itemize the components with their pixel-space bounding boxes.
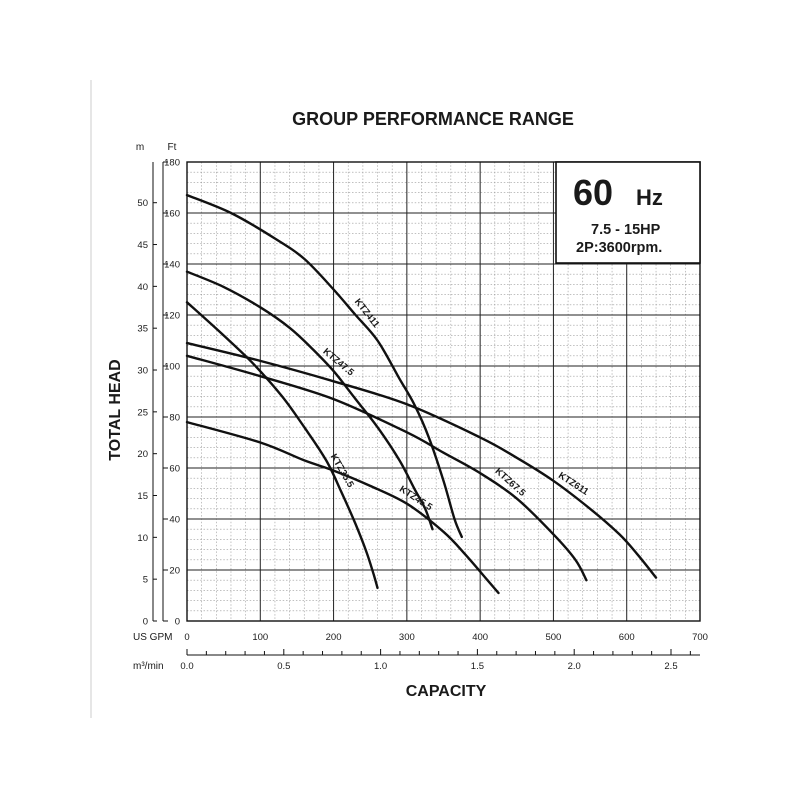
y2-tick-label: 0 (143, 617, 148, 628)
info-box-frame (555, 161, 701, 264)
curve-ktz67-5 (185, 354, 588, 582)
y-unit-m: m (136, 142, 144, 153)
x2-tick-label: 2.5 (664, 661, 677, 672)
frequency-value: 60 (573, 172, 613, 213)
info-box: 60 Hz 7.5 - 15HP 2P:3600rpm. (555, 161, 701, 264)
x-tick-label: 100 (252, 632, 268, 643)
x2-tick-label: 0.0 (180, 661, 193, 672)
y2-tick-label: 30 (137, 366, 148, 377)
y2-tick-label: 5 (143, 575, 148, 586)
chart-title: GROUP PERFORMANCE RANGE (292, 109, 574, 129)
x-tick-label: 500 (545, 632, 561, 643)
y-tick-label: 180 (164, 158, 180, 169)
power-range: 7.5 - 15HP (591, 222, 661, 238)
y2-tick-label: 40 (137, 282, 148, 293)
x-tick-label: 400 (472, 632, 488, 643)
curve-ktz611 (185, 341, 658, 579)
plot-frame (186, 161, 701, 622)
y-tick-label: 100 (164, 362, 180, 373)
y-ticks: 0 20 40 60 80 100 120 140 160 180 (163, 158, 180, 628)
y-tick-label: 80 (169, 413, 180, 424)
x2-ticks: 0.0 0.5 1.0 1.5 2.0 2.5 (180, 649, 691, 672)
x-unit-m3min: m³/min (133, 661, 164, 672)
curve-ktz411 (185, 193, 463, 539)
y2-tick-label: 25 (137, 407, 148, 418)
y-tick-label: 20 (169, 566, 180, 577)
y-tick-label: 120 (164, 311, 180, 322)
x2-tick-label: 1.0 (374, 661, 387, 672)
x-tick-label: 200 (326, 632, 342, 643)
x-tick-label: 600 (619, 632, 635, 643)
y-tick-label: 140 (164, 260, 180, 271)
y2-tick-label: 15 (137, 491, 148, 502)
x2-tick-label: 0.5 (277, 661, 290, 672)
x2-tick-label: 2.0 (568, 661, 581, 672)
y-tick-label: 0 (175, 617, 180, 628)
curve-ktz35-5 (185, 301, 379, 590)
y2-tick-label: 20 (137, 449, 148, 460)
y2-tick-label: 50 (137, 198, 148, 209)
y2-ticks: 0 5 10 15 20 25 30 35 40 45 50 (137, 198, 157, 628)
speed-rating: 2P:3600rpm. (576, 240, 662, 256)
y-unit-ft: Ft (168, 142, 177, 153)
curves (185, 193, 658, 595)
y2-tick-label: 45 (137, 240, 148, 251)
y2-tick-label: 10 (137, 533, 148, 544)
x2-tick-label: 1.5 (471, 661, 484, 672)
y2-tick-label: 35 (137, 324, 148, 335)
x-ticks: 0 100 200 300 400 500 600 700 (184, 632, 708, 643)
frequency-unit: Hz (636, 185, 663, 210)
x-axis-title: CAPACITY (406, 683, 487, 700)
x-tick-label: 700 (692, 632, 708, 643)
x-tick-label: 0 (184, 632, 189, 643)
y-tick-label: 60 (169, 464, 180, 475)
y-tick-label: 40 (169, 515, 180, 526)
y-axis-title: TOTAL HEAD (107, 359, 124, 460)
y-tick-label: 160 (164, 209, 180, 220)
x-tick-label: 300 (399, 632, 415, 643)
curve-label-ktz611: KTZ611 (556, 470, 591, 498)
curve-ktz45-5 (185, 420, 500, 595)
x-unit-gpm: US GPM (133, 632, 172, 643)
